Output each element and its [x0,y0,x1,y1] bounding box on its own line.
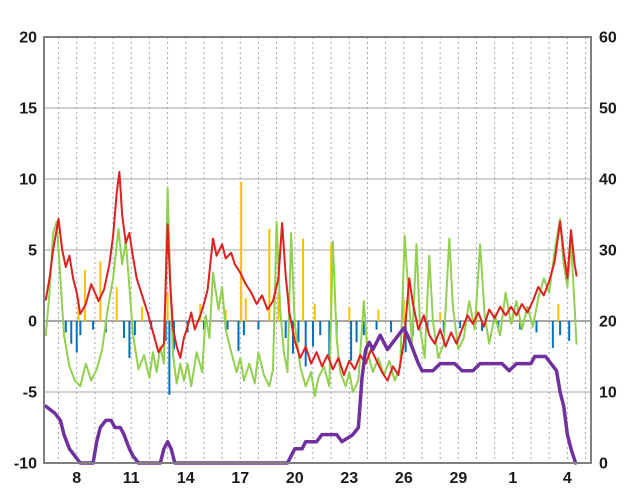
x-axis-tick-label: 8 [72,470,81,487]
x-axis-tick-label: 26 [395,470,413,487]
plot-border [43,36,592,464]
left-axis-tick-label: -10 [14,456,37,473]
right-axis-tick-label: 0 [599,456,608,473]
x-axis-tick-label: 1 [508,470,517,487]
x-axis-tick-label: 23 [340,470,358,487]
right-axis-tick-label: 40 [599,172,617,189]
green-line [44,186,578,398]
right-axis-tick-label: 50 [599,101,617,118]
x-axis-tick-label: 4 [563,470,572,487]
x-axis-tick-label: 20 [286,470,304,487]
x-axis-tick-label: 14 [177,470,195,487]
right-axis-tick-label: 60 [599,30,617,47]
left-axis-tick-label: 10 [19,172,37,189]
right-axis-tick-label: 10 [599,385,617,402]
left-axis-tick-label: 20 [19,30,37,47]
left-axis-tick-label: 15 [19,101,37,118]
right-axis-tick-label: 30 [599,243,617,260]
left-axis-tick-label: -5 [23,385,37,402]
red-line [44,170,578,382]
gridlines [44,37,591,463]
left-axis-tick-label: 0 [28,314,37,331]
x-axis-tick-label: 17 [231,470,249,487]
right-axis-tick-label: 20 [599,314,617,331]
x-axis-tick-label: 29 [449,470,467,487]
x-axis-tick-label: 11 [123,470,140,487]
left-axis-tick-label: 5 [28,243,37,260]
purple-snow-line [44,326,578,465]
